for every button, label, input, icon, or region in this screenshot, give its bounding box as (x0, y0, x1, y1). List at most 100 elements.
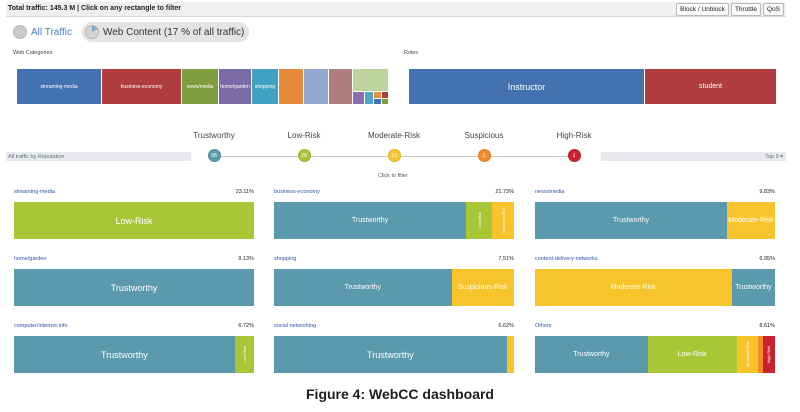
bar-segment-label: Low-Risk (241, 346, 247, 363)
reputation-count-badge: 58 (207, 149, 221, 162)
treemap-cell-shopping[interactable]: shopping (252, 69, 278, 104)
reputation-stacked-bar: Trustworthy Low-Risk (14, 336, 254, 373)
category-percent: 21.73% (495, 189, 514, 195)
treemap-cell-small-2[interactable] (365, 92, 373, 104)
reputation-label: Moderate-Risk (367, 131, 420, 140)
category-name-link[interactable]: shopping (274, 256, 297, 262)
bar-segment-label: Suspicious-Risk (457, 284, 508, 291)
category-card: content-delivery-networks 6.95% Moderate-R… (535, 256, 775, 316)
bar-segment[interactable]: Low-Risk (234, 336, 254, 373)
dashboard-frame: Total traffic: 145.3 M | Click on any re… (6, 2, 786, 378)
bar-segment[interactable]: Low-Risk (466, 202, 493, 239)
bar-segment[interactable]: High-Risk (762, 336, 775, 373)
reputation-strip: All traffic by Reputation Top 9 ▾ Trustw… (6, 131, 786, 162)
web-categories-treemap: streaming-media business-economy news/me… (17, 69, 388, 104)
category-name-link[interactable]: content-delivery-networks (535, 256, 598, 262)
role-cell-instructor[interactable]: Instructor (409, 69, 644, 104)
treemap-cell-small-5[interactable] (382, 92, 388, 98)
reputation-filter-trustworthy[interactable]: Trustworthy 58 (174, 131, 254, 162)
all-traffic-pie-icon (13, 25, 27, 39)
throttle-button[interactable]: Throttle (730, 3, 761, 16)
role-cell-label: Instructor (507, 81, 546, 92)
treemap-cell-lightblue[interactable] (304, 69, 328, 104)
web-content-label: Web Content (17 % of all traffic) (102, 26, 245, 38)
category-name-link[interactable]: streaming-media (14, 189, 55, 195)
bar-segment[interactable]: Moderate-Risk (492, 202, 514, 239)
reputation-count-badge: 28 (297, 149, 311, 162)
reputation-stacked-bar: Trustworthy Low-Risk Moderate-Risk (274, 202, 514, 239)
reputation-filter-high-risk[interactable]: High-Risk 1 (534, 131, 614, 162)
bar-segment[interactable]: Low-Risk (14, 202, 254, 239)
top-n-dropdown[interactable]: Top 9 ▾ (601, 152, 786, 161)
bar-segment[interactable]: Low-Risk (647, 336, 737, 373)
click-to-filter-hint: Click to filter (378, 173, 408, 179)
bar-segment-label: Moderate-Risk (610, 284, 657, 291)
reputation-filter-suspicious[interactable]: Suspicious 1 (444, 131, 524, 162)
category-name-link[interactable]: Others (535, 323, 552, 329)
bar-segment-label: Moderate-Risk (744, 341, 750, 368)
bar-segment[interactable]: Trustworthy (731, 269, 775, 306)
bar-segment-label: Trustworthy (573, 351, 610, 358)
category-name-link[interactable]: computer/internet-info (14, 323, 68, 329)
category-percent: 6.72% (238, 323, 254, 329)
bar-segment[interactable]: Trustworthy (535, 202, 727, 239)
category-card: home/garden 9.13% Trustworthy (14, 256, 254, 316)
category-card: streaming-media 23.11% Low-Risk (14, 189, 254, 249)
reputation-label: Trustworthy (193, 131, 235, 140)
role-cell-student[interactable]: student (645, 69, 776, 104)
bar-segment[interactable]: Trustworthy (274, 269, 452, 306)
category-name-link[interactable]: home/garden (14, 256, 47, 262)
bar-segment[interactable] (758, 336, 763, 373)
treemap-cell-small-4[interactable] (374, 99, 381, 104)
treemap-cell-small-6[interactable] (382, 99, 388, 104)
bar-segment[interactable]: Moderate-Risk (727, 202, 775, 239)
treemap-cell-small-1[interactable] (353, 92, 364, 104)
category-card: social networking 6.62% Trustworthy (274, 323, 514, 383)
bar-segment[interactable]: Trustworthy (274, 336, 507, 373)
treemap-cell-rose[interactable] (329, 69, 352, 104)
bar-segment[interactable]: Moderate-Risk (736, 336, 759, 373)
reputation-filter-low-risk[interactable]: Low-Risk 28 (264, 131, 344, 162)
block-unblock-button[interactable]: Block / Unblock (676, 3, 729, 16)
qos-button[interactable]: QoS (762, 3, 784, 16)
treemap-cell-business-economy[interactable]: business-economy (102, 69, 181, 104)
all-traffic-option[interactable]: All Traffic (10, 22, 77, 42)
category-name-link[interactable]: news/media (535, 189, 565, 195)
category-name-link[interactable]: social networking (274, 323, 317, 329)
all-traffic-label: All Traffic (31, 26, 72, 38)
bar-segment-label: Trustworthy (367, 349, 414, 360)
bar-segment[interactable]: Trustworthy (274, 202, 466, 239)
bar-segment[interactable]: Moderate-Risk (535, 269, 732, 306)
reputation-filter-moderate-risk[interactable]: Moderate-Risk 13 (354, 131, 434, 162)
category-card: shopping 7.51% Trustworthy Suspicious-Risk (274, 256, 514, 316)
reputation-label: Suspicious (464, 131, 504, 140)
bar-segment-label: Trustworthy (612, 217, 650, 224)
bar-segment[interactable]: Trustworthy (14, 336, 235, 373)
top-bar: Total traffic: 145.3 M | Click on any re… (6, 2, 786, 17)
reputation-stacked-bar: Trustworthy Suspicious-Risk (274, 269, 514, 306)
bar-segment[interactable] (506, 336, 514, 373)
bar-segment[interactable]: Suspicious-Risk (451, 269, 514, 306)
reputation-label: Low-Risk (287, 131, 321, 140)
reputation-count-badge: 1 (567, 149, 581, 162)
treemap-cell-streaming-media[interactable]: streaming-media (17, 69, 101, 104)
category-percent: 9.13% (238, 256, 254, 262)
web-content-option[interactable]: Web Content (17 % of all traffic) (81, 22, 250, 42)
treemap-cell-news-media[interactable]: news/media (182, 69, 218, 104)
treemap-cell-small-3[interactable] (374, 92, 381, 98)
bar-segment-label: Low-Risk (677, 351, 707, 358)
treemap-cell-label: home/garden (220, 83, 250, 90)
treemap-cell-lightgreen[interactable] (353, 69, 388, 91)
category-name-link[interactable]: business-economy (274, 189, 320, 195)
bar-segment-label: Trustworthy (735, 284, 772, 291)
treemap-cell-label: shopping (254, 83, 276, 90)
treemap-cell-label: business-economy (120, 83, 163, 90)
category-percent: 7.51% (498, 256, 514, 262)
reputation-label: High-Risk (556, 131, 592, 140)
category-card: news/media 9.83% Trustworthy Moderate-Risk (535, 189, 775, 249)
treemap-cell-orange[interactable] (279, 69, 303, 104)
treemap-cell-home-garden[interactable]: home/garden (219, 69, 251, 104)
bar-segment-label: Moderate-Risk (728, 217, 774, 224)
bar-segment[interactable]: Trustworthy (535, 336, 648, 373)
bar-segment[interactable]: Trustworthy (14, 269, 254, 306)
